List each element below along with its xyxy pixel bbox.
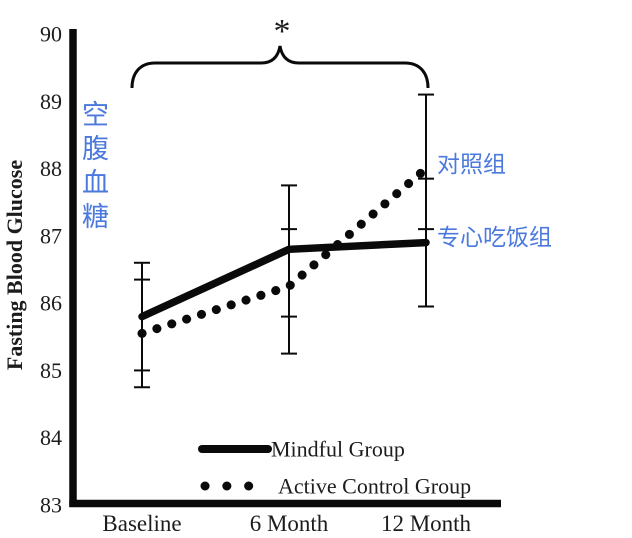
significance-asterisk: *: [274, 13, 291, 50]
y-tick-label-85: 85: [40, 358, 62, 383]
x-category-label-12-month: 12 Month: [381, 511, 472, 536]
y-tick-label-83: 83: [40, 493, 62, 518]
y-tick-label-87: 87: [40, 223, 62, 248]
y-tick-label-86: 86: [40, 291, 62, 316]
x-category-label-6-month: 6 Month: [250, 511, 329, 536]
y-tick-label-89: 89: [40, 89, 62, 114]
annotation-mindful-group-cn: 专心吃饭组: [437, 225, 552, 251]
active-control-group-line: [137, 164, 431, 338]
legend-label-mindful-group: Mindful Group: [271, 437, 405, 462]
mindful-group-line: [138, 238, 430, 321]
y-tick-label-90: 90: [40, 22, 62, 47]
annotation-fasting-glucose-cn: 空腹血糖: [77, 100, 108, 236]
annotation-control-group-cn: 对照组: [437, 152, 506, 178]
significance-brace: [130, 45, 430, 89]
legend-label-active-control-group: Active Control Group: [278, 474, 471, 499]
y-axis-title: Fasting Blood Glucose: [2, 159, 27, 371]
x-category-label-baseline: Baseline: [102, 511, 181, 536]
y-tick-label-88: 88: [40, 156, 62, 181]
y-tick-label-84: 84: [40, 425, 62, 450]
